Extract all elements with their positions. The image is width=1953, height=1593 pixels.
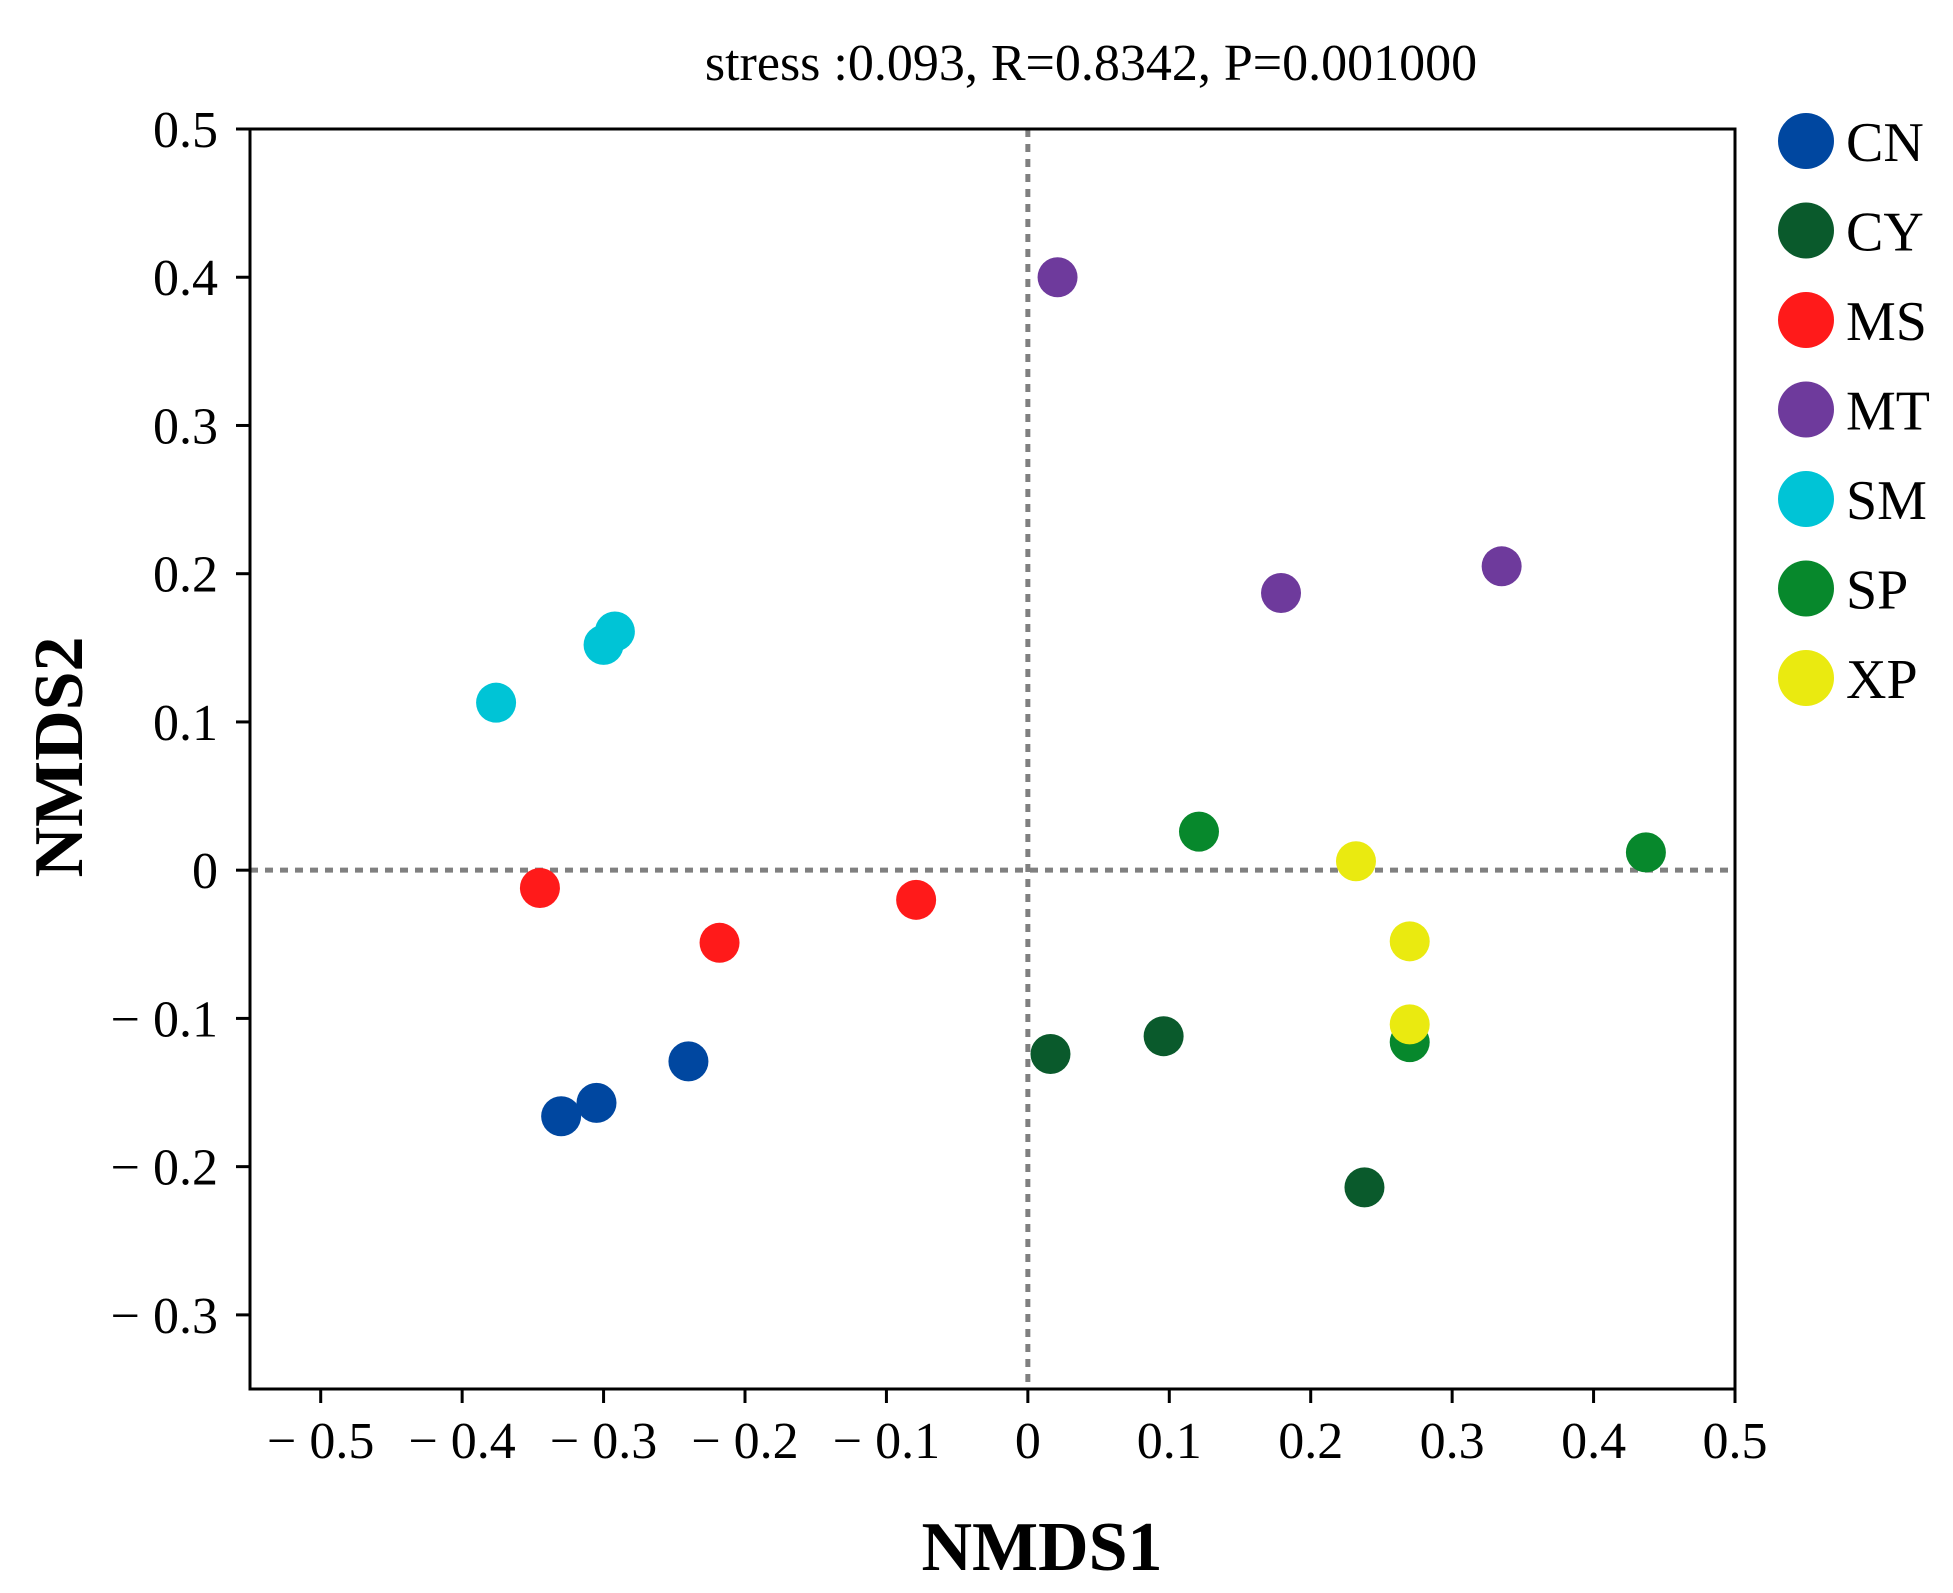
legend-item-xp: XP: [1778, 649, 1918, 711]
chart-title: stress :0.093, R=0.8342, P=0.001000: [705, 35, 1477, 92]
y-tick-label: 0.2: [153, 547, 218, 604]
data-point-mt: [1261, 572, 1302, 613]
legend-swatch: [1778, 381, 1834, 438]
data-point-cy: [1143, 1016, 1184, 1057]
x-tick-label: − 0.2: [691, 1413, 798, 1470]
y-axis-ticks: 0.5 0.4 0.3 0.2 0.1 0 − 0.1 − 0.2 − 0.3: [111, 102, 250, 1345]
legend-item-mt: MT: [1778, 381, 1930, 443]
data-point-cn: [541, 1096, 582, 1137]
y-tick-label: 0: [192, 843, 218, 900]
legend-label: CN: [1846, 112, 1924, 174]
y-tick-label: 0.3: [153, 398, 218, 455]
y-tick-label: 0.4: [153, 250, 218, 307]
x-tick-label: − 0.1: [833, 1413, 940, 1470]
legend-item-ms: MS: [1778, 291, 1927, 353]
x-tick-label: 0.5: [1703, 1413, 1768, 1470]
legend-swatch: [1778, 650, 1834, 706]
legend-label: XP: [1846, 649, 1918, 711]
data-point-xp: [1335, 841, 1376, 882]
x-tick-label: − 0.5: [267, 1413, 374, 1470]
data-point-cy: [1030, 1033, 1071, 1074]
legend-item-cy: CY: [1778, 202, 1924, 264]
data-point-sm: [594, 611, 635, 652]
y-tick-label: − 0.2: [111, 1140, 218, 1197]
legend-label: MS: [1846, 291, 1927, 353]
y-tick-label: − 0.1: [111, 991, 218, 1048]
x-tick-label: 0.3: [1420, 1413, 1485, 1470]
legend-label: SM: [1846, 470, 1927, 532]
x-tick-label: 0.4: [1561, 1413, 1626, 1470]
data-point-cn: [576, 1082, 617, 1123]
y-axis-title: NMDS2: [21, 636, 98, 877]
data-point-ms: [896, 879, 937, 920]
legend-swatch: [1778, 292, 1834, 348]
legend-label: MT: [1846, 381, 1930, 443]
data-point-mt: [1481, 546, 1522, 587]
data-point-cy: [1344, 1167, 1385, 1208]
y-tick-label: 0.5: [153, 102, 218, 159]
data-point-sp: [1178, 811, 1219, 852]
y-tick-label: − 0.3: [111, 1288, 218, 1345]
legend-swatch: [1778, 471, 1834, 527]
legend-swatch: [1778, 113, 1834, 169]
reference-lines: [250, 129, 1735, 1389]
x-tick-label: − 0.3: [550, 1413, 657, 1470]
legend-item-sp: SP: [1778, 560, 1908, 622]
x-tick-label: 0.2: [1278, 1413, 1343, 1470]
legend: CN CY MS MT SM SP XP: [1778, 112, 1930, 711]
legend-label: CY: [1846, 202, 1924, 264]
legend-swatch: [1778, 202, 1834, 259]
data-point-cn: [668, 1041, 709, 1082]
legend-item-cn: CN: [1778, 112, 1924, 174]
legend-item-sm: SM: [1778, 470, 1927, 532]
data-points: [476, 257, 1666, 1208]
x-tick-label: 0: [1015, 1413, 1041, 1470]
x-axis-ticks: − 0.5 − 0.4 − 0.3 − 0.2 − 0.1 0 0.1 0.2 0.3 0.4 0.…: [267, 1389, 1768, 1470]
x-tick-label: − 0.4: [408, 1413, 515, 1470]
legend-label: SP: [1846, 560, 1908, 622]
data-point-xp: [1389, 921, 1430, 962]
data-point-sp: [1625, 832, 1666, 873]
data-point-xp: [1389, 1004, 1430, 1045]
legend-swatch: [1778, 560, 1834, 617]
plot-frame: [248, 127, 1737, 1391]
data-point-sm: [476, 682, 517, 723]
data-point-ms: [519, 867, 560, 908]
x-tick-label: 0.1: [1137, 1413, 1202, 1470]
y-tick-label: 0.1: [153, 695, 218, 752]
x-axis-title: NMDS1: [921, 1509, 1162, 1586]
data-point-ms: [699, 922, 740, 963]
data-point-mt: [1037, 257, 1078, 298]
